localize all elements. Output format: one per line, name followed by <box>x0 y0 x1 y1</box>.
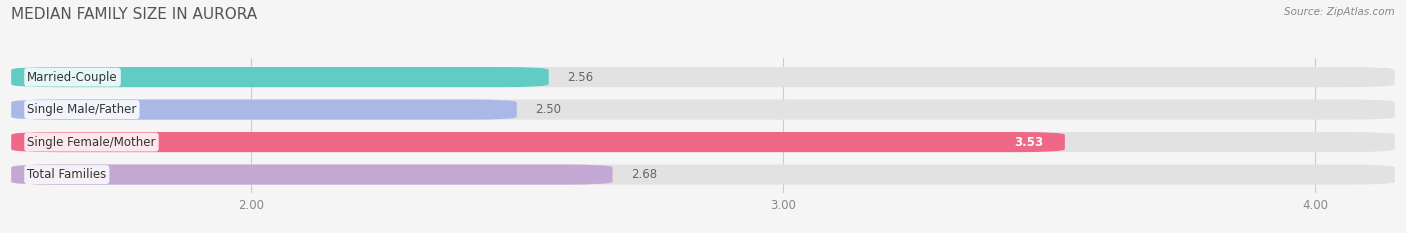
Text: 2.50: 2.50 <box>536 103 561 116</box>
FancyBboxPatch shape <box>11 132 1064 152</box>
Text: Total Families: Total Families <box>27 168 107 181</box>
FancyBboxPatch shape <box>11 99 1395 120</box>
FancyBboxPatch shape <box>11 164 613 185</box>
Text: Source: ZipAtlas.com: Source: ZipAtlas.com <box>1284 7 1395 17</box>
Text: 2.56: 2.56 <box>567 71 593 84</box>
Text: Married-Couple: Married-Couple <box>27 71 118 84</box>
Text: Single Female/Mother: Single Female/Mother <box>27 136 156 149</box>
Text: Single Male/Father: Single Male/Father <box>27 103 136 116</box>
Text: MEDIAN FAMILY SIZE IN AURORA: MEDIAN FAMILY SIZE IN AURORA <box>11 7 257 22</box>
FancyBboxPatch shape <box>11 164 1395 185</box>
Text: 3.53: 3.53 <box>1015 136 1043 149</box>
FancyBboxPatch shape <box>11 99 517 120</box>
FancyBboxPatch shape <box>11 132 1395 152</box>
Text: 2.68: 2.68 <box>631 168 657 181</box>
FancyBboxPatch shape <box>11 67 1395 87</box>
FancyBboxPatch shape <box>11 67 548 87</box>
